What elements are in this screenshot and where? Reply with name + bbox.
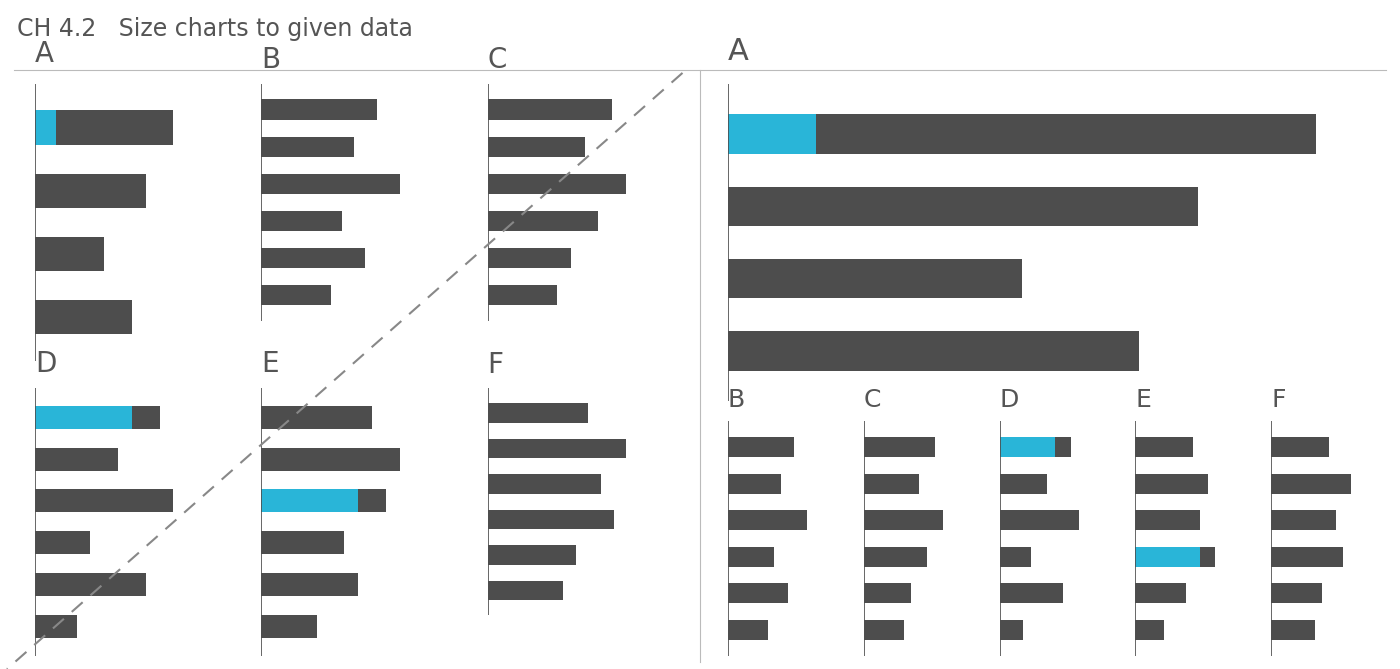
Bar [487, 248, 571, 268]
Bar [487, 100, 612, 120]
Bar [864, 620, 903, 640]
Bar [1135, 510, 1200, 531]
Bar [1135, 547, 1215, 567]
Bar [1135, 437, 1193, 457]
Bar [35, 237, 104, 272]
Bar [487, 174, 626, 194]
Bar [1000, 583, 1063, 603]
Bar [864, 474, 920, 494]
Bar [1000, 437, 1056, 457]
Bar [262, 136, 354, 157]
Bar [1135, 474, 1208, 494]
Bar [487, 545, 575, 565]
Bar [487, 403, 588, 423]
Bar [1000, 620, 1023, 640]
Text: CH 4.2   Size charts to given data: CH 4.2 Size charts to given data [17, 17, 413, 41]
Bar [1135, 620, 1165, 640]
Bar [262, 211, 342, 231]
Text: A: A [35, 40, 55, 68]
Bar [487, 211, 598, 231]
Text: F: F [487, 351, 504, 379]
Bar [728, 620, 767, 640]
Bar [1000, 437, 1071, 457]
Text: D: D [1000, 388, 1019, 412]
Bar [728, 331, 1140, 371]
Bar [1271, 583, 1322, 603]
Bar [487, 285, 557, 305]
Bar [864, 547, 927, 567]
Bar [1271, 437, 1329, 457]
Bar [262, 615, 316, 638]
Bar [35, 173, 146, 208]
Text: B: B [262, 46, 280, 74]
Bar [1135, 583, 1186, 603]
Bar [728, 547, 774, 567]
Bar [487, 136, 585, 157]
Bar [728, 510, 808, 531]
Bar [262, 490, 358, 512]
Text: B: B [728, 388, 745, 412]
Bar [728, 259, 1022, 298]
Bar [35, 490, 174, 512]
Bar [487, 510, 613, 529]
Bar [262, 531, 344, 554]
Bar [728, 437, 794, 457]
Bar [35, 448, 118, 470]
Bar [1271, 474, 1351, 494]
Bar [35, 110, 56, 145]
Bar [728, 114, 816, 154]
Text: E: E [262, 350, 279, 377]
Bar [262, 100, 377, 120]
Bar [1271, 620, 1315, 640]
Bar [487, 581, 563, 600]
Bar [1000, 547, 1032, 567]
Bar [864, 583, 911, 603]
Bar [35, 573, 146, 596]
Bar [728, 187, 1198, 226]
Bar [864, 510, 944, 531]
Text: C: C [864, 388, 881, 412]
Bar [1000, 510, 1079, 531]
Bar [262, 448, 400, 470]
Bar [35, 531, 91, 554]
Bar [35, 406, 160, 429]
Bar [35, 110, 174, 145]
Bar [728, 114, 1316, 154]
Text: E: E [1135, 388, 1151, 412]
Bar [728, 474, 781, 494]
Bar [262, 490, 386, 512]
Bar [35, 300, 132, 334]
Text: D: D [35, 350, 56, 377]
Bar [728, 583, 788, 603]
Bar [262, 248, 365, 268]
Bar [262, 406, 372, 429]
Bar [262, 285, 330, 305]
Bar [262, 573, 358, 596]
Bar [1271, 510, 1336, 531]
Bar [262, 174, 400, 194]
Bar [487, 439, 626, 458]
Text: A: A [728, 37, 749, 66]
Text: C: C [487, 46, 507, 74]
Bar [1271, 547, 1344, 567]
Bar [1135, 547, 1200, 567]
Text: F: F [1271, 388, 1285, 412]
Bar [35, 406, 132, 429]
Bar [35, 615, 77, 638]
Bar [487, 474, 601, 494]
Bar [1000, 474, 1047, 494]
Bar [864, 437, 935, 457]
